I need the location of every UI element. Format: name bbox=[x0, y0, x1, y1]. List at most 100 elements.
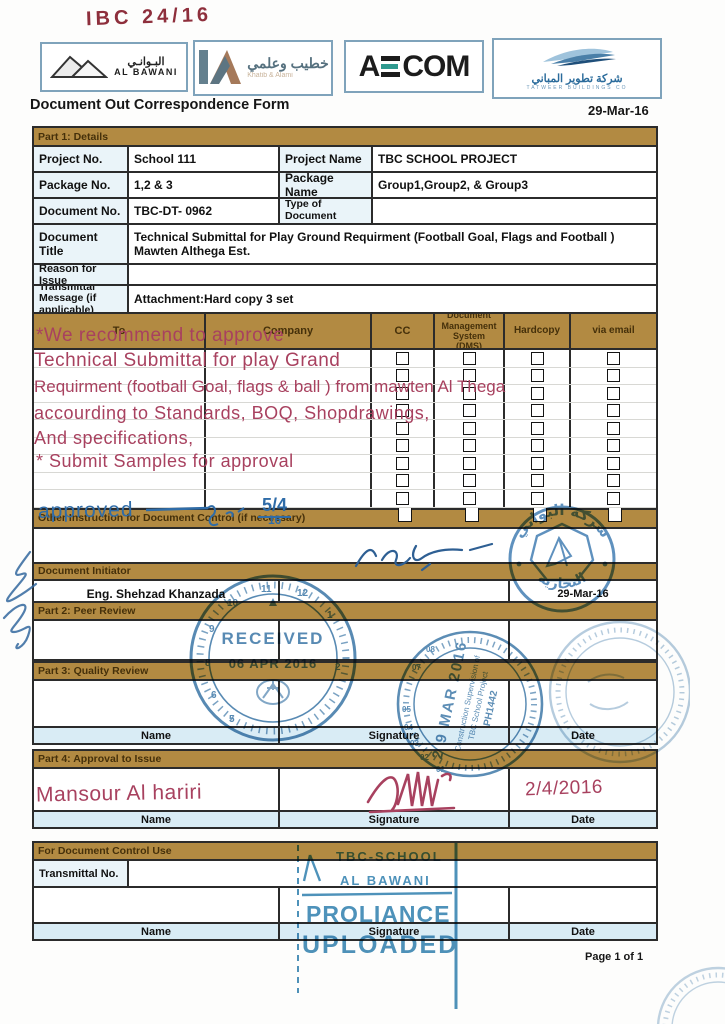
cc-checkbox[interactable] bbox=[396, 456, 409, 470]
other-instruction-label: Other Instruction for Document Control (… bbox=[38, 512, 306, 524]
part3-signature-cell[interactable] bbox=[280, 681, 510, 726]
to-cell[interactable] bbox=[34, 490, 206, 507]
to-cell[interactable] bbox=[34, 385, 206, 402]
svg-text:06 APR 2016: 06 APR 2016 bbox=[229, 656, 318, 671]
initiator-signature-scribble bbox=[354, 542, 494, 572]
to-cell[interactable] bbox=[34, 367, 206, 384]
company-cell[interactable] bbox=[206, 367, 372, 384]
hardcopy-checkbox[interactable] bbox=[530, 456, 544, 470]
part1-header-bar: Part 1: Details bbox=[34, 128, 656, 147]
tatweer-latin-text: TATWEER BUILDINGS CO bbox=[526, 84, 628, 91]
part4-title: Part 4: Approval to Issue bbox=[38, 753, 162, 765]
via-email-checkbox[interactable] bbox=[607, 404, 620, 418]
dms-checkbox[interactable] bbox=[462, 439, 476, 453]
reason-for-issue-value bbox=[129, 265, 656, 284]
svg-text:10: 10 bbox=[227, 598, 239, 609]
cc-checkbox[interactable] bbox=[396, 386, 409, 400]
control-signature-cell[interactable] bbox=[280, 888, 510, 922]
checkbox-stub bbox=[398, 507, 412, 522]
stamp-line-uploaded: UPLOADED bbox=[302, 931, 459, 959]
via-email-checkbox[interactable] bbox=[607, 386, 620, 400]
part3-title: Part 3: Quality Review bbox=[38, 665, 149, 677]
part2-name-cell[interactable] bbox=[34, 621, 280, 659]
document-title-value: Technical Submittal for Play Ground Requ… bbox=[134, 229, 615, 258]
recipient-row bbox=[34, 455, 656, 473]
al-bawani-arabic-text: البـوانـي bbox=[127, 56, 165, 68]
via-email-checkbox[interactable] bbox=[607, 491, 620, 505]
dms-checkbox[interactable] bbox=[462, 369, 476, 383]
part2-signature-cell[interactable] bbox=[280, 621, 510, 659]
logo-khatib-alami: خطيب وعلمي Khatib & Alami bbox=[193, 40, 333, 96]
cc-checkbox[interactable] bbox=[396, 474, 409, 488]
handwritten-note-line: accourding to Standards, BOQ, Shopdrawin… bbox=[34, 403, 430, 423]
company-cell[interactable] bbox=[206, 455, 372, 472]
svg-text:08: 08 bbox=[426, 645, 435, 654]
recipient-row bbox=[34, 402, 656, 420]
other-instruction-value-row[interactable] bbox=[34, 528, 656, 564]
company-cell[interactable] bbox=[206, 420, 372, 437]
company-cell[interactable] bbox=[206, 402, 372, 419]
cc-checkbox[interactable] bbox=[396, 369, 409, 383]
cc-checkbox[interactable] bbox=[396, 439, 409, 453]
document-title-label: Document Title bbox=[34, 225, 129, 263]
svg-text:2: 2 bbox=[335, 662, 341, 673]
cc-checkbox[interactable] bbox=[396, 491, 409, 505]
company-cell[interactable] bbox=[206, 385, 372, 402]
to-cell[interactable] bbox=[34, 437, 206, 454]
control-name-cell[interactable] bbox=[34, 888, 280, 922]
part4-signature-cell[interactable] bbox=[280, 769, 510, 810]
part4-name-cell[interactable] bbox=[34, 769, 280, 810]
logo-al-bawani: البـوانـي AL BAWANI bbox=[40, 42, 188, 92]
cc-checkbox[interactable] bbox=[396, 421, 409, 435]
signature-column-label: Signature bbox=[280, 812, 510, 827]
via-email-checkbox[interactable] bbox=[607, 351, 620, 365]
cc-checkbox[interactable] bbox=[396, 351, 409, 365]
company-cell[interactable] bbox=[206, 437, 372, 454]
recipient-row bbox=[34, 350, 656, 368]
to-cell[interactable] bbox=[34, 350, 206, 367]
via-email-checkbox[interactable] bbox=[607, 421, 620, 435]
hardcopy-checkbox[interactable] bbox=[530, 351, 544, 365]
hardcopy-checkbox[interactable] bbox=[530, 491, 544, 505]
svg-text:07: 07 bbox=[412, 663, 421, 672]
hardcopy-checkbox[interactable] bbox=[530, 386, 544, 400]
initiator-signature-cell[interactable] bbox=[280, 580, 510, 608]
handwritten-fraction: 5/4 16 bbox=[258, 495, 292, 526]
hardcopy-checkbox[interactable] bbox=[530, 474, 544, 488]
hardcopy-checkbox[interactable] bbox=[530, 369, 544, 383]
type-of-document-label: Type of Document bbox=[280, 199, 373, 223]
svg-text:9: 9 bbox=[209, 624, 215, 635]
dms-checkbox[interactable] bbox=[462, 474, 476, 488]
handwritten-note-line: Technical Submittal for play Grand bbox=[34, 350, 341, 371]
dms-checkbox[interactable] bbox=[462, 386, 476, 400]
part4-approver-name: Mansour Al hariri bbox=[35, 780, 203, 807]
hardcopy-checkbox[interactable] bbox=[530, 439, 544, 453]
to-cell[interactable] bbox=[34, 402, 206, 419]
recipient-row bbox=[34, 437, 656, 455]
hardcopy-checkbox[interactable] bbox=[530, 421, 544, 435]
name-column-label: Name bbox=[34, 728, 280, 743]
via-email-checkbox[interactable] bbox=[607, 369, 620, 383]
to-cell[interactable] bbox=[34, 455, 206, 472]
to-cell[interactable] bbox=[34, 472, 206, 489]
dms-checkbox[interactable] bbox=[462, 491, 476, 505]
col-header-to: To bbox=[34, 314, 206, 348]
to-cell[interactable] bbox=[34, 420, 206, 437]
cc-checkbox[interactable] bbox=[396, 404, 409, 418]
company-cell[interactable] bbox=[206, 350, 372, 367]
via-email-checkbox[interactable] bbox=[607, 439, 620, 453]
company-cell[interactable] bbox=[206, 490, 372, 507]
hardcopy-checkbox[interactable] bbox=[530, 404, 544, 418]
dms-checkbox[interactable] bbox=[462, 456, 476, 470]
svg-text:1: 1 bbox=[327, 610, 333, 621]
aecom-wordmark: A COM bbox=[358, 49, 471, 83]
dms-checkbox[interactable] bbox=[462, 351, 476, 365]
via-email-checkbox[interactable] bbox=[607, 474, 620, 488]
dms-checkbox[interactable] bbox=[462, 404, 476, 418]
via-email-checkbox[interactable] bbox=[607, 456, 620, 470]
company-cell[interactable] bbox=[206, 472, 372, 489]
dms-checkbox[interactable] bbox=[462, 421, 476, 435]
control-date-cell[interactable] bbox=[510, 888, 656, 922]
part4-signature-scribble bbox=[366, 771, 456, 814]
